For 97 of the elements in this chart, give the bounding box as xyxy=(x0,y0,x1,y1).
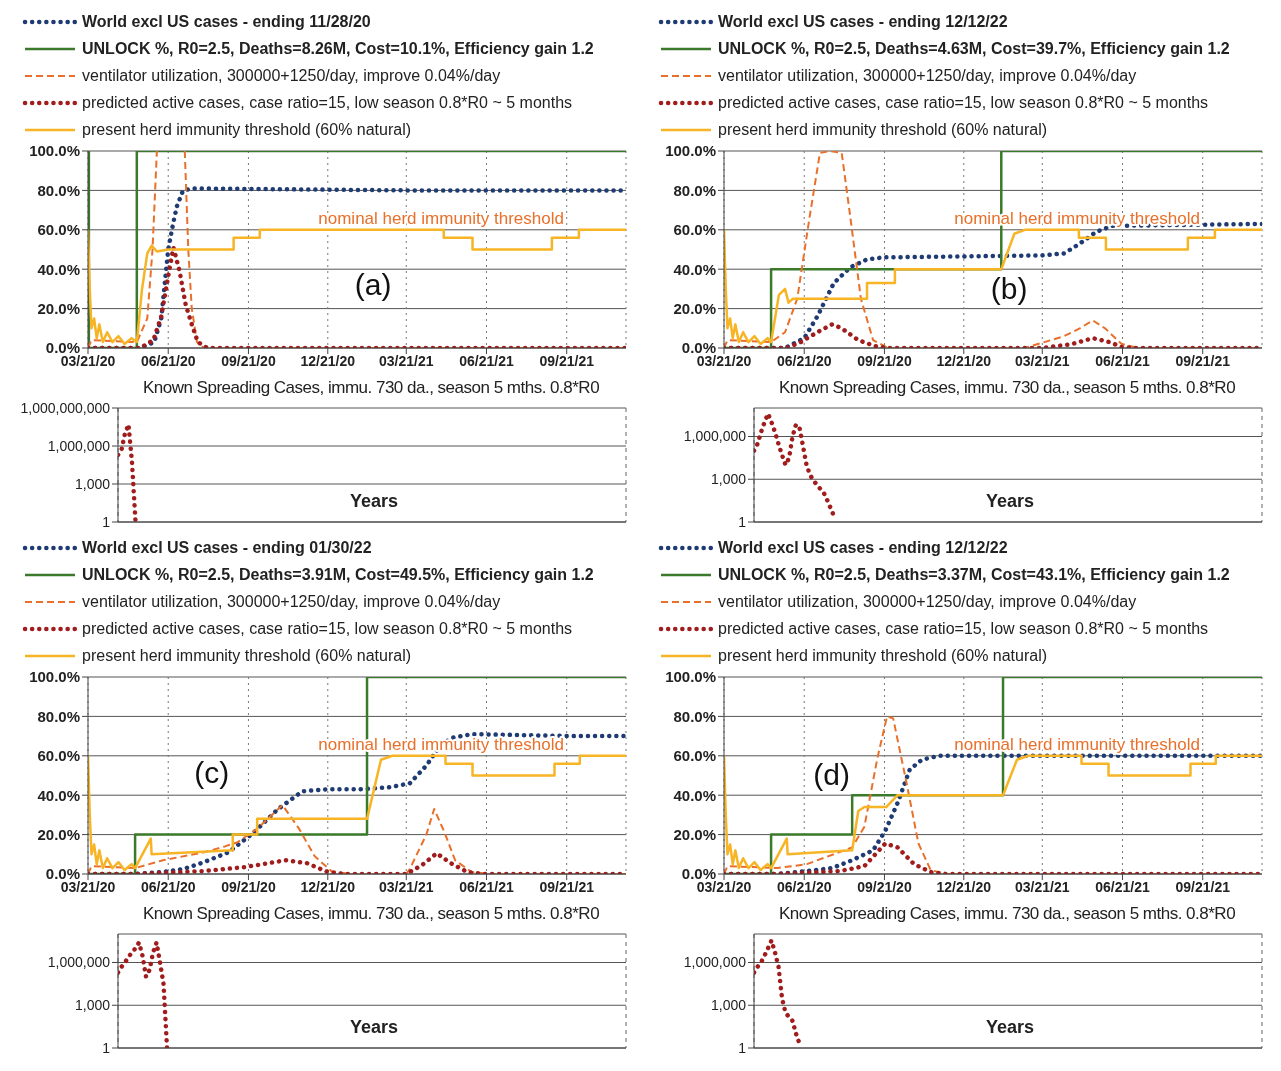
y-tick-label: 20.0% xyxy=(37,299,80,317)
chart-title: Known Spreading Cases, immu. 730 da., season 5 mths. 0.8*R0 xyxy=(777,378,1237,399)
y-tick-label: 40.0% xyxy=(37,786,80,804)
y-tick-label: 20.0% xyxy=(673,825,716,843)
x-tick-label: 06/21/20 xyxy=(776,878,832,895)
legend-label: present herd immunity threshold (60% natural) xyxy=(718,120,1048,139)
y-tick-label: 60.0% xyxy=(37,747,80,765)
x-axis-title: Years xyxy=(348,491,400,512)
annotation: (a) xyxy=(354,267,392,301)
legend-label: ventilator utilization, 300000+1250/day, improve 0.04%/day xyxy=(82,592,501,611)
x-tick-label: 03/21/21 xyxy=(1015,352,1070,369)
x-axis-title: Years xyxy=(348,1017,400,1038)
x-tick-label: 09/21/20 xyxy=(857,878,912,895)
y-tick-label: 1,000,000 xyxy=(47,954,111,971)
legend-label: predicted active cases, case ratio=15, low season 0.8*R0 ~ 5 months xyxy=(82,619,573,638)
y-tick-label: 80.0% xyxy=(37,707,80,725)
x-tick-label: 09/21/21 xyxy=(1175,352,1231,369)
x-tick-label: 09/21/20 xyxy=(221,352,276,369)
y-tick-label: 1 xyxy=(738,513,747,530)
line-series xyxy=(754,938,802,1046)
x-tick-label: 06/21/21 xyxy=(1095,878,1150,895)
x-tick-label: 03/21/20 xyxy=(696,878,752,895)
y-tick-label: 80.0% xyxy=(37,181,80,199)
legend-label: present herd immunity threshold (60% natural) xyxy=(718,646,1048,665)
x-tick-label: 03/21/20 xyxy=(696,352,752,369)
y-tick-label: 80.0% xyxy=(673,707,716,725)
legend-label: UNLOCK %, R0=2.5, Deaths=8.26M, Cost=10.1%, Efficiency gain 1.2 xyxy=(82,39,594,58)
x-tick-label: 06/21/21 xyxy=(1095,352,1150,369)
legend-label: predicted active cases, case ratio=15, low season 0.8*R0 ~ 5 months xyxy=(718,93,1209,112)
legend-label: ventilator utilization, 300000+1250/day, improve 0.04%/day xyxy=(718,592,1137,611)
x-tick-label: 06/21/21 xyxy=(459,878,514,895)
y-tick-label: 100.0% xyxy=(29,668,80,686)
y-tick-label: 1 xyxy=(738,1039,747,1056)
legend-label: World excl US cases - ending 01/30/22 xyxy=(82,538,372,557)
y-tick-label: 40.0% xyxy=(673,260,716,278)
x-tick-label: 03/21/21 xyxy=(379,352,434,369)
y-tick-label: 1 xyxy=(102,1039,111,1056)
y-tick-label: 1,000 xyxy=(74,475,111,492)
x-tick-label: 06/21/20 xyxy=(140,878,196,895)
x-tick-label: 03/21/20 xyxy=(60,878,116,895)
legend-label: UNLOCK %, R0=2.5, Deaths=3.91M, Cost=49.5%, Efficiency gain 1.2 xyxy=(82,565,594,584)
legend-label: present herd immunity threshold (60% natural) xyxy=(82,120,412,139)
x-axis-title: Years xyxy=(984,491,1036,512)
legend-label: World excl US cases - ending 11/28/20 xyxy=(82,12,371,31)
chart-title: Known Spreading Cases, immu. 730 da., season 5 mths. 0.8*R0 xyxy=(777,904,1237,925)
y-tick-label: 1,000,000 xyxy=(683,954,747,971)
x-tick-label: 03/21/21 xyxy=(379,878,434,895)
annotation: (d) xyxy=(813,758,850,792)
y-tick-label: 1 xyxy=(102,513,111,530)
y-tick-label: 80.0% xyxy=(673,181,716,199)
y-tick-label: 100.0% xyxy=(665,142,716,160)
y-tick-label: 1,000,000 xyxy=(683,428,747,445)
y-tick-label: 1,000,000,000 xyxy=(20,399,111,416)
legend-label: ventilator utilization, 300000+1250/day, improve 0.04%/day xyxy=(718,66,1137,85)
y-tick-label: 60.0% xyxy=(673,747,716,765)
chart-title: Known Spreading Cases, immu. 730 da., season 5 mths. 0.8*R0 xyxy=(141,904,601,925)
y-tick-label: 1,000 xyxy=(74,997,111,1014)
x-tick-label: 09/21/20 xyxy=(221,878,276,895)
legend-label: ventilator utilization, 300000+1250/day, improve 0.04%/day xyxy=(82,66,501,85)
y-tick-label: 40.0% xyxy=(37,260,80,278)
y-tick-label: 20.0% xyxy=(673,299,716,317)
legend-label: predicted active cases, case ratio=15, low season 0.8*R0 ~ 5 months xyxy=(718,619,1209,638)
y-tick-label: 1,000 xyxy=(710,997,747,1014)
x-tick-label: 09/21/21 xyxy=(1175,878,1231,895)
x-axis-title: Years xyxy=(984,1017,1036,1038)
annotation: (b) xyxy=(990,271,1028,305)
annotation: nominal herd immunity threshold xyxy=(318,208,564,228)
legend-label: World excl US cases - ending 12/12/22 xyxy=(718,12,1008,31)
y-tick-label: 1,000,000 xyxy=(47,437,111,454)
y-tick-label: 60.0% xyxy=(673,221,716,239)
x-tick-label: 09/21/21 xyxy=(539,878,595,895)
legend-label: predicted active cases, case ratio=15, low season 0.8*R0 ~ 5 months xyxy=(82,93,573,112)
x-tick-label: 12/21/20 xyxy=(300,878,356,895)
x-tick-label: 12/21/20 xyxy=(936,352,992,369)
x-tick-label: 12/21/20 xyxy=(936,878,992,895)
chart-title: Known Spreading Cases, immu. 730 da., season 5 mths. 0.8*R0 xyxy=(142,378,600,397)
x-tick-label: 06/21/21 xyxy=(459,352,514,369)
line-series xyxy=(118,940,170,1048)
annotation: (c) xyxy=(194,756,230,790)
x-tick-label: 06/21/20 xyxy=(776,352,832,369)
y-tick-label: 100.0% xyxy=(29,142,80,160)
x-tick-label: 03/21/21 xyxy=(1015,878,1070,895)
legend-label: World excl US cases - ending 12/12/22 xyxy=(718,538,1008,557)
x-tick-label: 09/21/21 xyxy=(539,352,595,369)
y-tick-label: 1,000 xyxy=(710,471,747,488)
legend-label: UNLOCK %, R0=2.5, Deaths=3.37M, Cost=43.1%, Efficiency gain 1.2 xyxy=(718,565,1230,584)
legend-label: present herd immunity threshold (60% natural) xyxy=(82,646,412,665)
y-tick-label: 20.0% xyxy=(37,825,80,843)
x-tick-label: 12/21/20 xyxy=(300,352,356,369)
y-tick-label: 40.0% xyxy=(673,786,716,804)
x-tick-label: 03/21/20 xyxy=(60,352,116,369)
line-series xyxy=(118,422,138,522)
y-tick-label: 60.0% xyxy=(37,221,80,239)
y-tick-label: 100.0% xyxy=(665,668,716,686)
legend-label: UNLOCK %, R0=2.5, Deaths=4.63M, Cost=39.7%, Efficiency gain 1.2 xyxy=(718,39,1230,58)
x-tick-label: 09/21/20 xyxy=(857,352,912,369)
x-tick-label: 06/21/20 xyxy=(140,352,196,369)
